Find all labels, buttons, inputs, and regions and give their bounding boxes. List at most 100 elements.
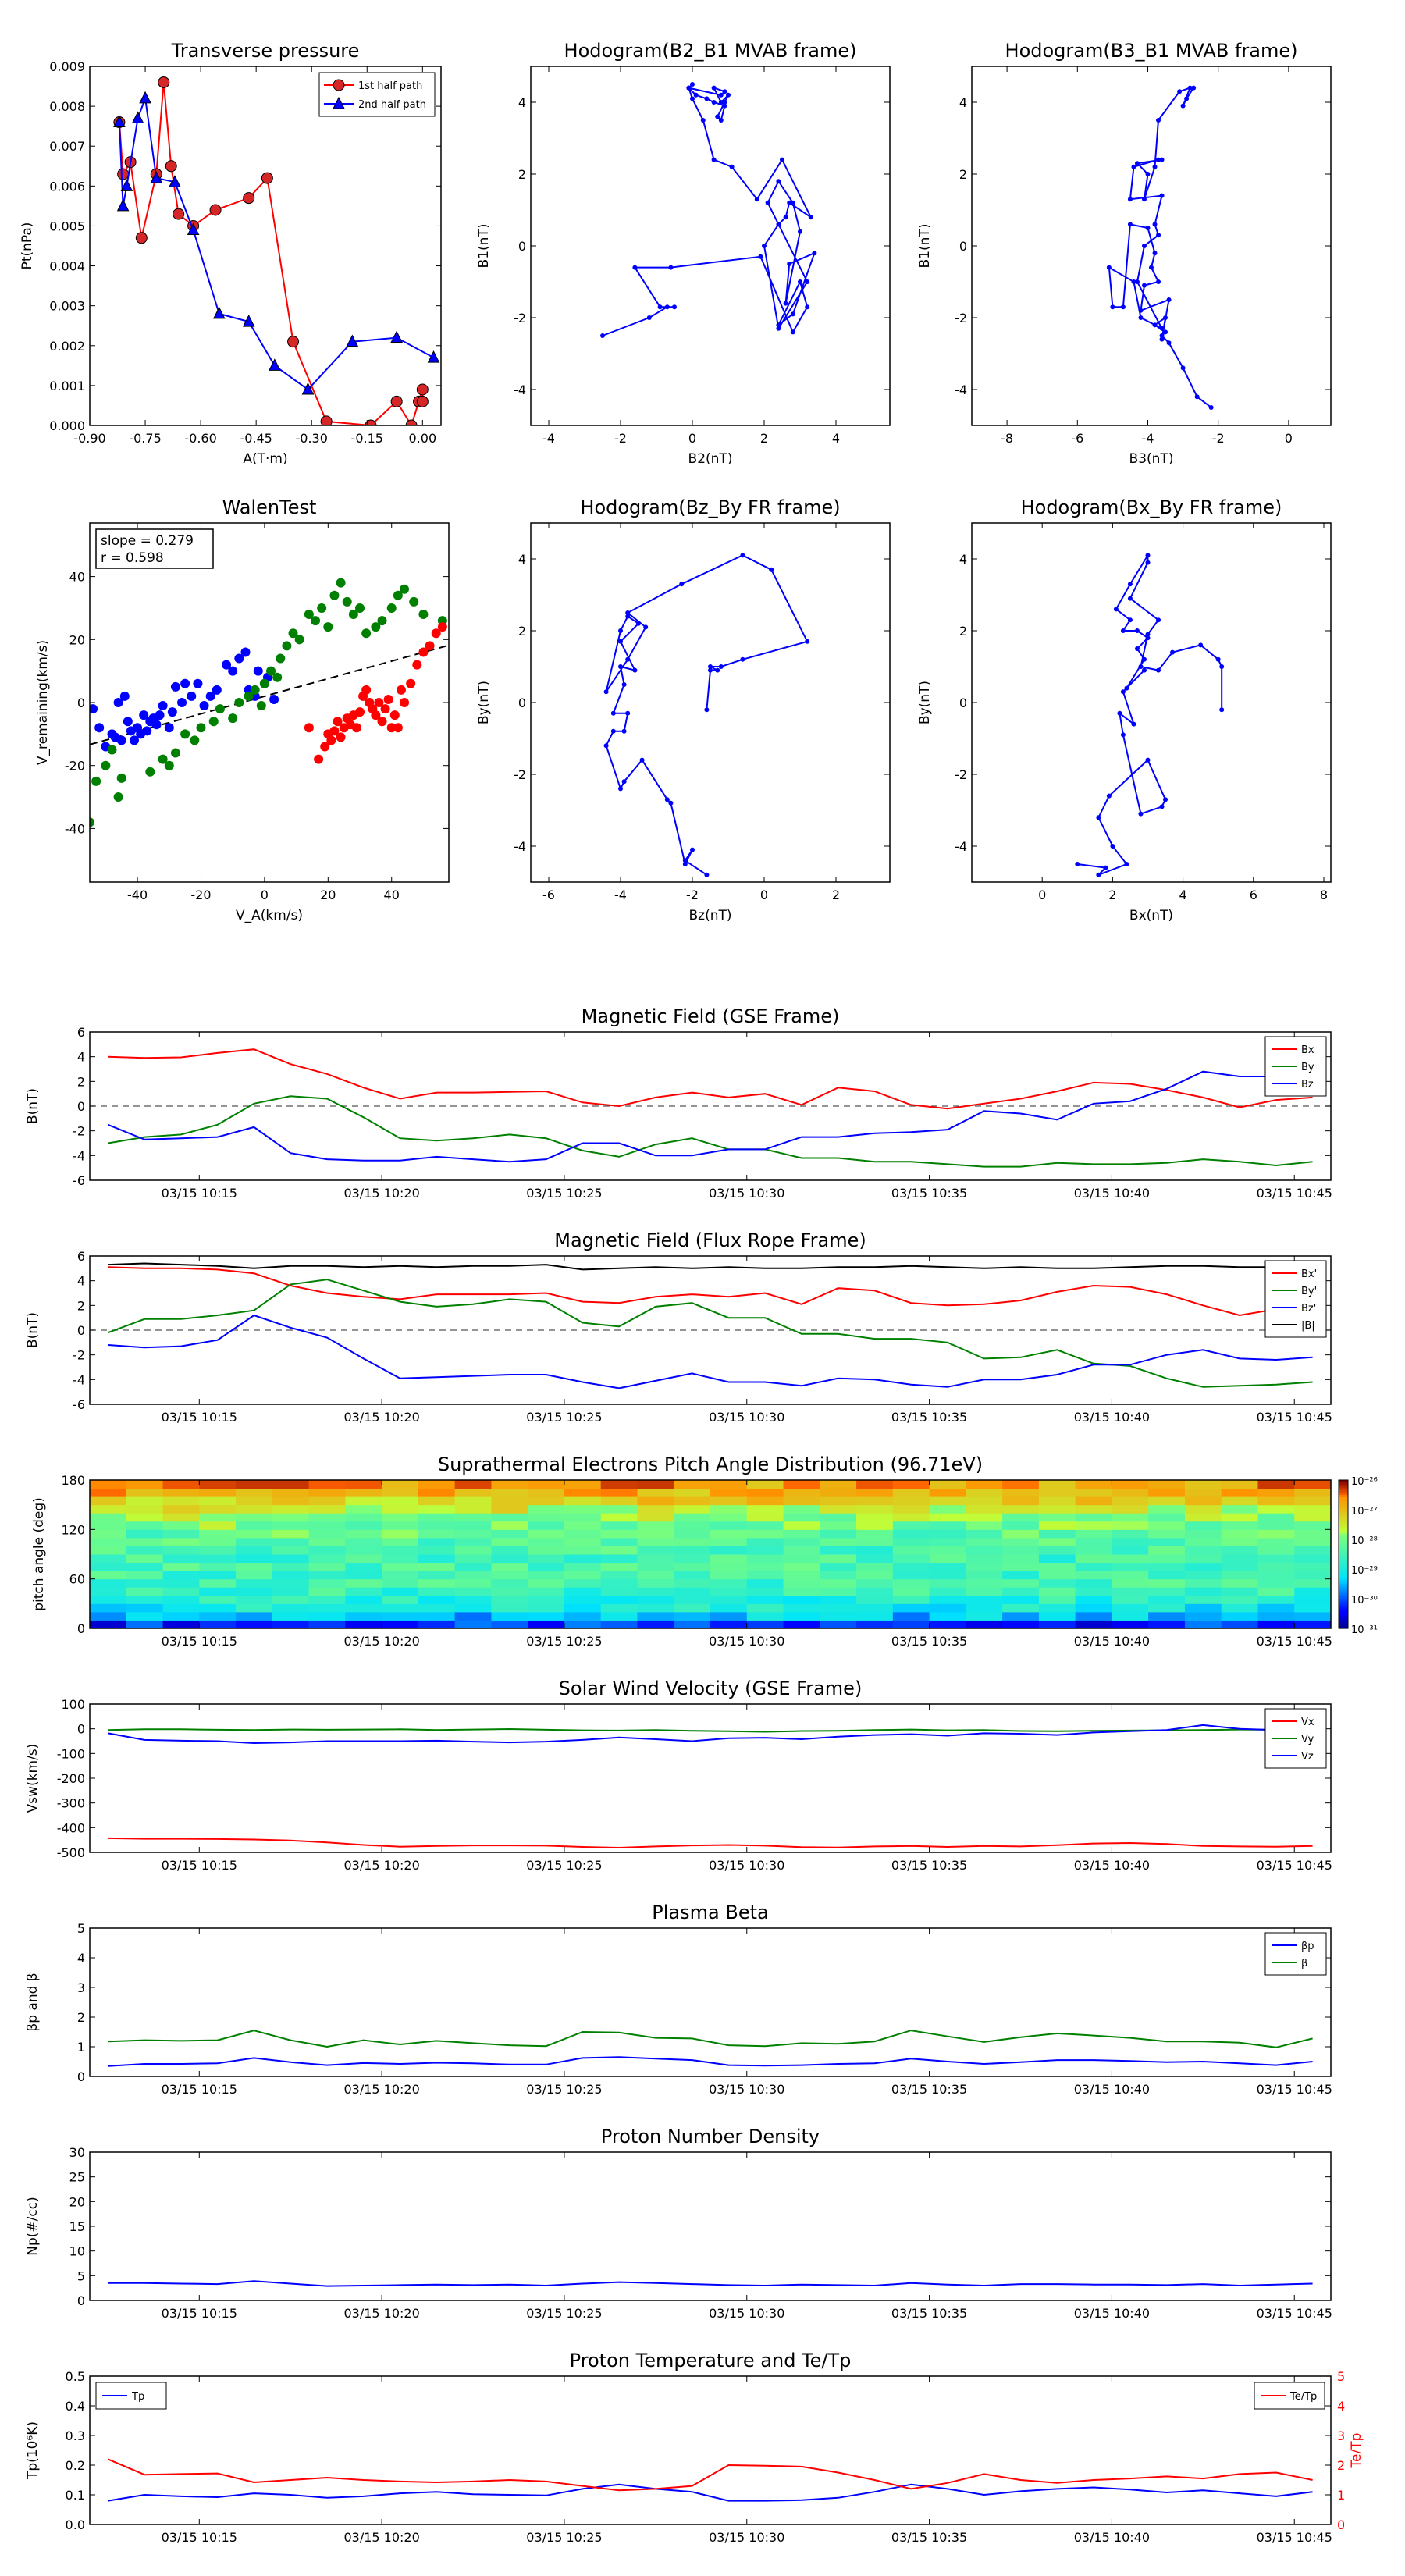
heatmap-cell (1148, 1546, 1186, 1555)
heatmap-cell (1257, 1513, 1295, 1522)
heatmap-cell (1112, 1488, 1149, 1497)
x-tick-label: -4 (1142, 431, 1154, 446)
heatmap-cell (674, 1571, 711, 1580)
x-tick-label: -40 (127, 888, 148, 902)
heatmap-cell (236, 1521, 273, 1530)
y-tick-label: -4 (955, 382, 967, 397)
heatmap-cell (199, 1546, 237, 1555)
heatmap-cell (1184, 1562, 1222, 1571)
heatmap-cell (600, 1546, 638, 1555)
heatmap-cell (892, 1603, 930, 1613)
heatmap-cell (929, 1513, 966, 1522)
colorbar-cell (1339, 1527, 1348, 1530)
heatmap-cell (564, 1521, 602, 1530)
heatmap-cell (454, 1571, 492, 1580)
data-point (116, 735, 126, 745)
heatmap-cell (199, 1521, 237, 1530)
data-point (187, 691, 197, 701)
heatmap-cell (710, 1587, 748, 1596)
heatmap-cell (528, 1546, 565, 1555)
heatmap-cell (1002, 1578, 1040, 1588)
plot-frame (89, 1927, 1332, 2077)
colorbar-cell (1339, 1525, 1348, 1528)
heatmap-cell (674, 1611, 711, 1621)
data-point (209, 204, 222, 216)
heatmap-cell (783, 1595, 820, 1604)
heatmap-cell (272, 1480, 310, 1489)
y-right-tick-label: 0 (1337, 2517, 1345, 2532)
data-point (123, 717, 133, 727)
colorbar-cell (1339, 1625, 1348, 1629)
heatmap-cell (783, 1611, 820, 1621)
data-point (704, 707, 710, 713)
data-point (304, 723, 314, 733)
data-point (374, 698, 384, 707)
legend-label: Bx' (1301, 1268, 1317, 1280)
data-point (1191, 85, 1197, 91)
heatmap-cell (966, 1611, 1003, 1621)
heatmap-cell (783, 1529, 820, 1539)
heatmap-cell (637, 1521, 674, 1530)
data-point (787, 262, 792, 266)
x-tick-label: 03/15 10:25 (526, 1410, 602, 1425)
data-point (1208, 405, 1214, 410)
data-point (390, 330, 403, 343)
x-tick-label: 03/15 10:30 (709, 1858, 784, 1873)
y-tick-label: 0 (77, 2293, 85, 2308)
heatmap-cell (236, 1587, 273, 1596)
heatmap-cell (491, 1496, 528, 1506)
heatmap-cell (1221, 1537, 1258, 1546)
heatmap-cell (1257, 1537, 1295, 1546)
heatmap-cell (637, 1578, 674, 1588)
data-point (158, 76, 170, 88)
heatmap-cell (236, 1554, 273, 1564)
heatmap-cell (528, 1595, 565, 1604)
heatmap-cell (199, 1488, 237, 1497)
heatmap-cell (418, 1620, 456, 1628)
heatmap-cell (418, 1537, 456, 1546)
data-point (776, 179, 781, 184)
data-point (116, 773, 126, 783)
x-tick-label: 03/15 10:40 (1074, 1186, 1150, 1201)
x-tick-label: 03/15 10:35 (891, 1634, 967, 1649)
y-tick-label: -4 (514, 382, 526, 397)
data-point (657, 304, 663, 310)
heatmap-cell (272, 1578, 310, 1588)
data-point (690, 96, 695, 101)
heatmap-cell (674, 1537, 711, 1546)
data-point (244, 691, 254, 701)
heatmap-cell (637, 1529, 674, 1539)
heatmap-cell (856, 1546, 894, 1555)
heatmap-cell (1221, 1554, 1258, 1564)
heatmap-cell (162, 1611, 200, 1621)
heatmap-cell (199, 1480, 237, 1489)
heatmap-cell (820, 1480, 857, 1489)
heatmap-cell (1002, 1529, 1040, 1539)
data-point (107, 745, 117, 755)
heatmap-cell (600, 1562, 638, 1571)
heatmap-cell (674, 1546, 711, 1555)
y-axis-label: B(nT) (25, 1312, 41, 1348)
x-tick-label: 2 (832, 888, 840, 902)
x-tick-label: -0.45 (240, 431, 272, 446)
heatmap-cell (892, 1595, 930, 1604)
heatmap-cell (308, 1513, 346, 1522)
x-tick-label: 03/15 10:35 (891, 1186, 967, 1201)
data-point (333, 79, 345, 91)
heatmap-cell (1294, 1513, 1331, 1522)
heatmap-cell (308, 1496, 346, 1506)
chart-mfgse: Magnetic Field (GSE Frame) -6 -4 -2 0 2 4 6 03/1… (25, 1005, 1332, 1201)
data-point (618, 639, 623, 644)
heatmap-cell (1038, 1620, 1076, 1628)
heatmap-cell (1148, 1571, 1186, 1580)
colorbar-frame (1338, 1479, 1349, 1629)
data-point (668, 265, 674, 270)
series-layer (108, 2458, 1313, 2502)
heatmap-cell (856, 1611, 894, 1621)
x-tick-label: 03/15 10:35 (891, 2306, 967, 2321)
data-point (1120, 732, 1126, 738)
data-point (212, 306, 226, 319)
heatmap-cell (1257, 1587, 1295, 1596)
x-tick-label: 03/15 10:15 (162, 1186, 237, 1201)
colorbar-cell (1339, 1487, 1348, 1491)
